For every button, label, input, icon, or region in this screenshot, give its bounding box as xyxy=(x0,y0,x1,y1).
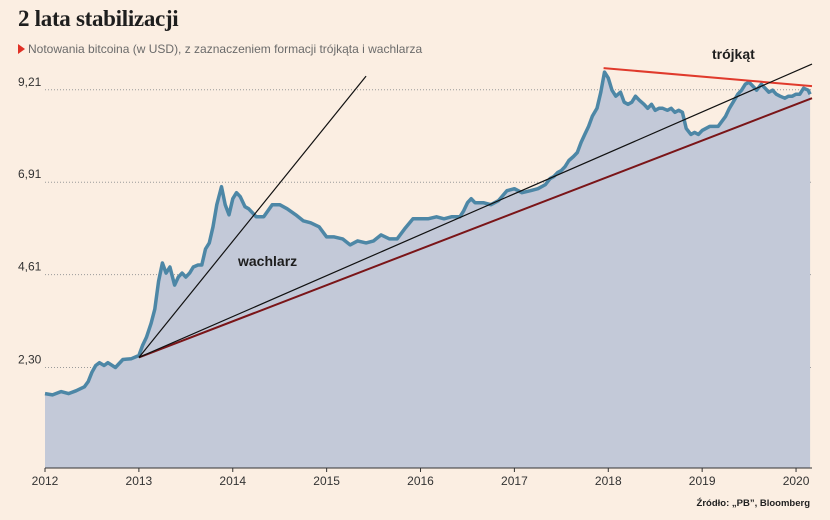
x-tick-label: 2019 xyxy=(689,474,716,488)
x-tick-label: 2017 xyxy=(501,474,528,488)
fan-line-steep xyxy=(138,75,367,358)
support-line xyxy=(138,97,813,359)
annotation-trojkat: trójkąt xyxy=(712,46,755,62)
price-line xyxy=(44,70,812,397)
x-tick-label: 2014 xyxy=(219,474,246,488)
x-tick-label: 2015 xyxy=(313,474,340,488)
triangle-top-line xyxy=(603,67,813,88)
annotation-wachlarz: wachlarz xyxy=(237,253,297,269)
x-tick-label: 2018 xyxy=(595,474,622,488)
price-area-fill xyxy=(45,72,811,468)
x-tick-label: 2013 xyxy=(126,474,153,488)
y-tick-labels: 2,30 4,61 6,91 9,21 xyxy=(18,75,42,367)
y-tick-label: 9,21 xyxy=(18,75,42,89)
x-tick-label: 2012 xyxy=(32,474,59,488)
x-tick-label: 2016 xyxy=(407,474,434,488)
y-tick-label: 4,61 xyxy=(18,260,42,274)
subtitle-text: Notowania bitcoina (w USD), z zaznaczeni… xyxy=(28,42,423,56)
trend-lines xyxy=(138,63,813,359)
red-triangle-marker-icon xyxy=(18,44,25,54)
chart-subtitle: Notowania bitcoina (w USD), z zaznaczeni… xyxy=(18,42,422,56)
fan-line-low xyxy=(138,63,813,359)
x-tick-labels: 2012 2013 2014 2015 2016 2017 2018 2019 2020 xyxy=(32,468,810,488)
y-tick-label: 6,91 xyxy=(18,167,42,181)
chart-title: 2 lata stabilizacji xyxy=(18,6,179,31)
source-note: Źródło: „PB”, Bloomberg xyxy=(696,498,810,509)
x-tick-label: 2020 xyxy=(783,474,810,488)
y-tick-label: 2,30 xyxy=(18,353,42,367)
